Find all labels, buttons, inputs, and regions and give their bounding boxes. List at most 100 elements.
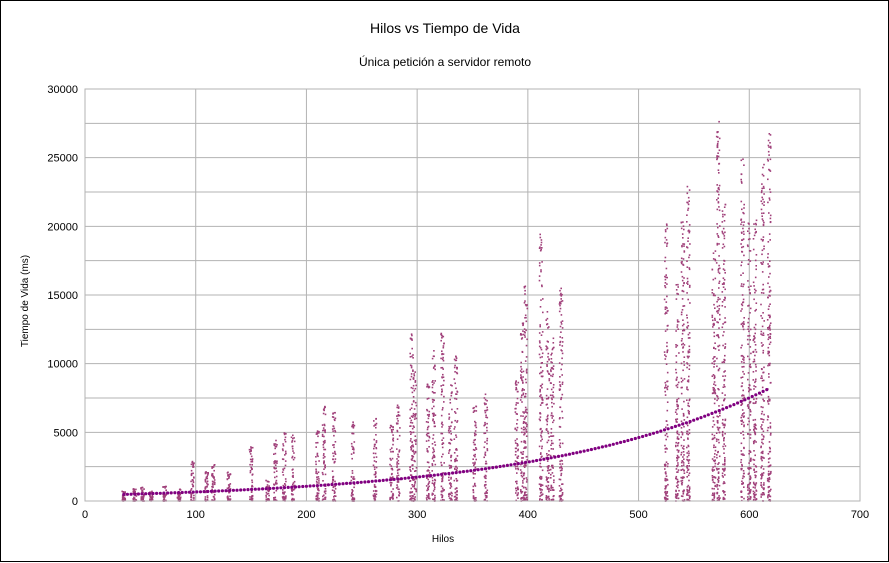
data-point [714,317,716,320]
data-point [324,498,327,500]
data-point [284,436,287,439]
data-point [520,374,522,376]
data-point [718,243,720,245]
data-point [441,495,444,497]
data-point [265,479,267,482]
data-point [540,485,542,487]
data-point [558,417,561,420]
data-point [760,200,763,202]
data-point [724,385,726,388]
data-point [123,496,125,499]
data-point [484,398,487,401]
data-point [561,345,564,347]
data-point [427,496,429,498]
data-point [352,421,354,423]
data-point [413,374,416,377]
data-point [132,488,135,491]
data-point [688,489,690,491]
data-point [391,447,393,449]
data-point [475,468,477,470]
data-point [663,298,666,301]
data-point [683,282,685,284]
data-point [454,419,456,422]
data-point [681,433,684,436]
data-point [666,491,669,493]
data-point [676,482,679,484]
data-point [686,471,688,473]
data-point [664,386,667,388]
data-point [743,164,745,166]
data-point [682,369,684,372]
data-point [334,495,337,497]
data-point [665,494,667,497]
data-point [767,338,770,341]
data-point [517,468,520,471]
data-point [539,412,541,414]
data-point [485,403,487,405]
data-point [427,397,430,400]
data-point [412,451,415,453]
data-point [752,419,755,421]
data-point [550,486,553,488]
data-point [752,238,755,240]
data-point [456,390,458,393]
data-point [474,424,477,426]
data-point [666,307,668,309]
data-point [688,345,691,348]
data-point [722,386,725,388]
data-point [192,480,194,482]
data-point [540,483,542,486]
data-point [442,453,444,456]
data-point [316,478,318,480]
data-point [748,452,750,455]
data-point [484,474,487,477]
data-point [740,496,743,498]
data-point [392,428,394,431]
data-point [431,357,434,360]
data-point [548,489,550,491]
data-point [455,387,457,390]
data-point [143,493,145,496]
data-point [713,335,716,338]
data-point [748,466,751,469]
data-point [483,424,485,427]
data-point [442,499,445,501]
data-point [558,310,561,313]
data-point [717,299,719,301]
data-point [754,332,756,335]
data-point [747,467,749,469]
data-point [485,483,487,486]
data-point [746,338,749,341]
data-point [716,158,718,161]
data-point [353,441,356,443]
trendline-dot [125,492,129,496]
data-point [456,449,458,451]
data-point [761,474,764,476]
data-point [550,397,553,399]
data-point [560,459,563,462]
data-point [747,483,750,486]
data-point [317,487,320,490]
data-point [747,263,750,265]
data-point [520,377,522,379]
data-point [315,480,318,483]
data-point [561,363,563,366]
data-point [561,493,564,496]
data-point [665,438,667,441]
data-point [688,256,690,259]
data-point [353,486,355,489]
data-point [191,483,194,486]
data-point [687,237,689,239]
data-point [755,441,757,443]
data-point [552,475,555,477]
data-point [428,435,430,438]
data-point [675,371,678,374]
data-point [686,432,688,435]
data-point [763,457,765,459]
trendline-dot [538,458,542,462]
data-point [750,352,752,355]
data-point [474,433,476,436]
data-point [740,274,742,276]
data-point [450,433,452,435]
data-point [559,495,561,497]
